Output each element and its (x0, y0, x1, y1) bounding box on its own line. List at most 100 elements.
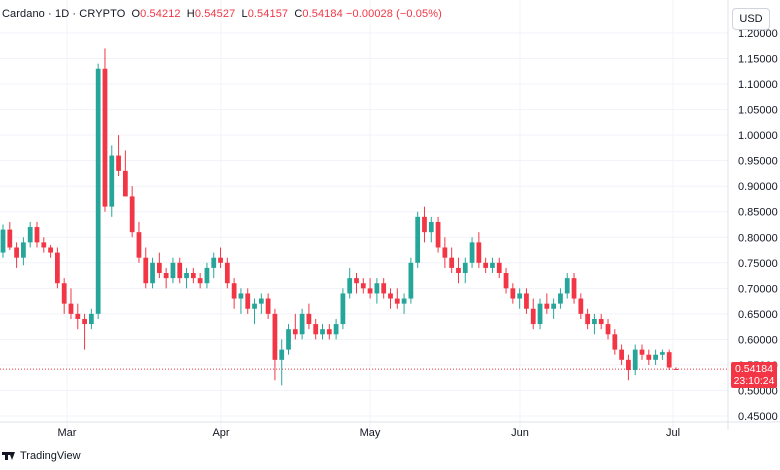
symbol-legend: Cardano · 1D · CRYPTO O0.54212 H0.54527 … (2, 8, 442, 20)
x-tick-label: May (360, 427, 381, 439)
candle-body (68, 303, 74, 314)
candle-body (578, 298, 584, 314)
candle-body (41, 242, 47, 248)
x-tick-label: Jun (511, 427, 529, 439)
candle-body (88, 313, 94, 325)
candle-body (483, 262, 489, 268)
candle-body (21, 242, 26, 258)
candle-body (150, 262, 155, 284)
close-key: C (294, 8, 303, 20)
candle-body (27, 227, 33, 243)
y-tick-label: 0.95000 (738, 156, 778, 168)
x-tick-label: Mar (58, 427, 77, 439)
candle-body (292, 329, 298, 335)
symbol-name[interactable]: Cardano · 1D · CRYPTO (2, 8, 126, 20)
candle-body (272, 313, 278, 360)
brand-name: TradingView (20, 450, 81, 462)
high-key: H (186, 8, 195, 20)
candle-body (639, 349, 645, 355)
candle-body (605, 324, 611, 335)
candle-body (61, 283, 67, 304)
candle-body (333, 324, 339, 335)
open-value: 0.54212 (140, 8, 181, 20)
candle-body (666, 352, 672, 368)
candle-body (367, 288, 373, 294)
candle-body (320, 329, 325, 335)
candle-body (374, 283, 380, 294)
candle-body (592, 318, 597, 325)
tradingview-logo-icon (2, 451, 16, 461)
candle-body (102, 68, 108, 207)
candle-body (184, 273, 189, 279)
candle-body (408, 262, 414, 299)
candle-body (170, 262, 176, 279)
low-key: L (241, 8, 248, 20)
y-tick-label: 0.60000 (738, 334, 778, 346)
candle-body (612, 334, 618, 350)
candle-body (510, 288, 516, 299)
candle-body (503, 273, 509, 289)
low-value: 0.54157 (247, 8, 289, 20)
candle-body (571, 278, 577, 299)
candle-body (354, 278, 359, 284)
candle-body (598, 318, 604, 325)
candle-body (388, 293, 393, 299)
candle-body (211, 257, 217, 268)
candle-body (55, 252, 60, 284)
candle-body (462, 262, 468, 274)
candle-body (190, 273, 196, 279)
candle-body (632, 349, 638, 371)
candle-body (75, 313, 81, 319)
candle-series (0, 48, 679, 386)
candle-body (537, 303, 543, 325)
candle-body (469, 242, 475, 263)
candle-body (394, 298, 400, 304)
candle-body (435, 221, 441, 248)
candle-body (258, 298, 264, 304)
candle-body (7, 229, 13, 248)
candle-body (122, 170, 128, 197)
candle-body (48, 247, 53, 253)
price-axis[interactable]: 0.450000.500000.550000.600000.650000.700… (727, 0, 778, 430)
candle-body (286, 329, 291, 350)
candle-body (0, 229, 6, 253)
candle-body (422, 216, 427, 233)
y-tick-label: 0.85000 (738, 207, 778, 219)
candle-body (442, 247, 448, 258)
x-tick-label: Jul (666, 427, 680, 439)
y-tick-label: 1.15000 (738, 54, 778, 66)
candle-body (476, 242, 482, 263)
candle-body (347, 278, 353, 294)
y-tick-label: 1.20000 (738, 28, 778, 40)
candle-body (564, 278, 570, 294)
candle-body (360, 283, 366, 289)
currency-button[interactable]: USD (732, 8, 770, 30)
y-tick-label: 1.00000 (738, 130, 778, 142)
candle-body (109, 155, 115, 207)
y-tick-label: 0.50000 (738, 385, 778, 397)
candle-body (143, 257, 149, 284)
candle-body (517, 293, 523, 299)
time-axis[interactable]: Mar Apr May Jun Jul (0, 421, 780, 439)
last-price-badge: 0.54184 23:10:24 (731, 362, 777, 389)
candle-body (231, 283, 237, 299)
y-tick-label: 0.80000 (738, 232, 778, 244)
candle-body (252, 303, 257, 309)
y-tick-label: 0.90000 (738, 181, 778, 193)
bar-countdown: 23:10:24 (733, 375, 775, 388)
tradingview-logo[interactable]: TradingView (2, 450, 81, 462)
candle-body (619, 349, 624, 360)
candle-body (279, 349, 285, 360)
candle-body (449, 257, 455, 268)
candle-body (82, 318, 87, 325)
candle-body (224, 262, 230, 284)
candle-body (326, 329, 332, 335)
candle-body (299, 313, 305, 335)
candle-body (653, 354, 658, 360)
candle-body (14, 247, 19, 258)
candle-body (116, 155, 121, 171)
candle-body (673, 368, 679, 370)
y-tick-label: 0.70000 (738, 283, 778, 295)
candle-body (34, 227, 40, 243)
